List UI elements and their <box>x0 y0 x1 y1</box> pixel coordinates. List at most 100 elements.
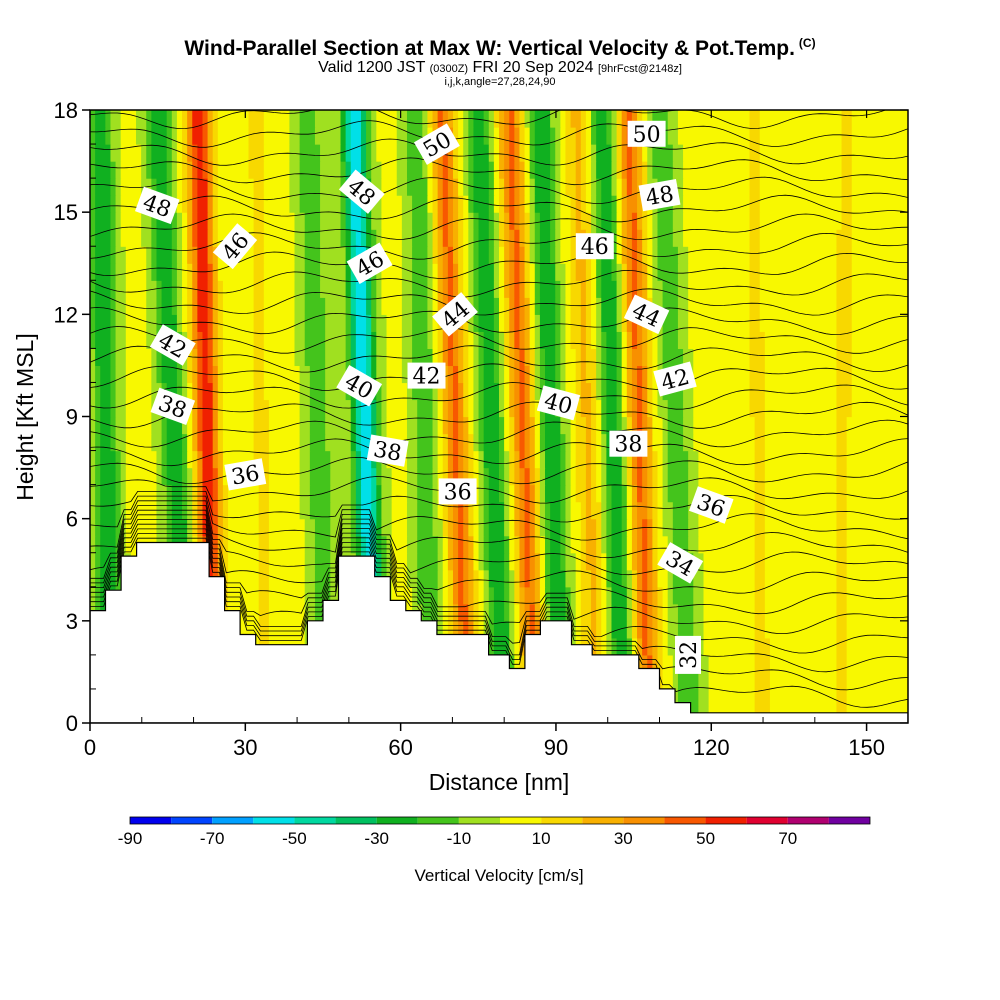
velocity-cell <box>621 467 628 486</box>
velocity-cell <box>499 161 505 179</box>
velocity-cell <box>90 110 96 128</box>
velocity-cell <box>90 246 96 264</box>
velocity-cell <box>596 467 602 486</box>
velocity-cell <box>509 433 515 452</box>
velocity-cell <box>417 416 434 435</box>
velocity-cell <box>662 586 669 605</box>
velocity-cell <box>371 195 383 213</box>
velocity-cell <box>192 246 198 264</box>
velocity-cell <box>499 416 505 435</box>
velocity-cell <box>391 484 408 503</box>
velocity-cell <box>217 144 250 162</box>
velocity-cell <box>534 552 541 571</box>
velocity-cell <box>187 161 193 179</box>
velocity-cell <box>371 297 377 315</box>
velocity-cell <box>468 603 475 622</box>
velocity-cell <box>642 229 648 247</box>
velocity-cell <box>115 484 122 503</box>
velocity-cell <box>289 127 301 145</box>
velocity-cell <box>754 433 766 452</box>
velocity-cell <box>749 246 761 264</box>
velocity-cell <box>565 297 572 315</box>
contour-label-text: 36 <box>444 480 472 505</box>
velocity-cell <box>463 501 469 520</box>
velocity-cell <box>764 416 838 435</box>
velocity-cell <box>314 110 342 128</box>
velocity-cell <box>381 399 388 418</box>
velocity-cell <box>146 161 152 179</box>
velocity-cell <box>294 212 306 230</box>
velocity-cell <box>560 501 567 520</box>
velocity-cell <box>458 416 464 435</box>
velocity-cell <box>207 212 214 230</box>
velocity-cell <box>110 365 117 384</box>
velocity-cell <box>120 467 127 486</box>
velocity-cell <box>519 450 526 469</box>
velocity-cell <box>539 433 546 452</box>
velocity-cell <box>182 161 188 179</box>
velocity-cell <box>182 297 188 315</box>
velocity-cell <box>519 263 526 281</box>
velocity-cell <box>483 535 490 554</box>
velocity-cell <box>611 637 618 656</box>
velocity-cell <box>156 297 163 315</box>
theta-contour-line <box>90 176 908 204</box>
velocity-cell <box>222 416 255 435</box>
velocity-cell <box>355 331 367 349</box>
velocity-cell <box>555 178 561 196</box>
velocity-cell <box>657 620 664 639</box>
velocity-cell <box>192 263 198 281</box>
velocity-cell <box>197 195 209 213</box>
velocity-cell <box>207 127 214 145</box>
velocity-cell <box>637 195 643 213</box>
velocity-cell <box>253 178 265 196</box>
velocity-cell <box>371 280 377 298</box>
velocity-cell <box>166 518 173 537</box>
velocity-cell <box>652 450 659 469</box>
velocity-cell <box>616 365 623 384</box>
velocity-cell <box>631 280 638 298</box>
x-tick-label: 30 <box>233 735 257 760</box>
velocity-cell <box>631 637 638 656</box>
velocity-cell <box>299 399 311 418</box>
velocity-cell <box>499 433 505 452</box>
velocity-cell <box>473 144 490 162</box>
velocity-cell <box>836 331 853 349</box>
velocity-cell <box>217 280 224 298</box>
velocity-cell <box>499 280 505 298</box>
velocity-cell <box>396 127 408 145</box>
velocity-cell <box>657 569 669 588</box>
velocity-cell <box>437 603 444 622</box>
velocity-cell <box>585 144 592 162</box>
velocity-cell <box>468 535 475 554</box>
velocity-cell <box>350 127 362 145</box>
velocity-cell <box>759 161 843 179</box>
velocity-cell <box>447 603 454 622</box>
velocity-cell <box>626 467 633 486</box>
velocity-cell <box>846 586 908 605</box>
velocity-cell <box>539 450 546 469</box>
velocity-cell <box>514 535 521 554</box>
velocity-cell <box>677 246 689 264</box>
velocity-cell <box>534 518 541 537</box>
velocity-cell <box>447 518 454 537</box>
velocity-cell <box>616 212 623 230</box>
velocity-cell <box>703 603 756 622</box>
velocity-cell <box>565 450 572 469</box>
velocity-cell <box>120 178 142 196</box>
velocity-cell <box>447 178 454 196</box>
velocity-cell <box>626 263 633 281</box>
theta-contour-label: 38 <box>150 387 196 426</box>
velocity-cell <box>570 518 582 537</box>
velocity-cell <box>647 586 653 605</box>
velocity-cell <box>263 365 301 384</box>
y-axis-title: Height [Kft MSL] <box>12 333 38 500</box>
velocity-cell <box>585 348 597 367</box>
velocity-cell <box>222 382 255 401</box>
velocity-cell <box>570 484 577 503</box>
velocity-cell <box>488 467 500 486</box>
velocity-cell <box>258 569 270 588</box>
velocity-cell <box>452 569 459 588</box>
velocity-cell <box>345 297 352 315</box>
velocity-cell <box>151 348 158 367</box>
